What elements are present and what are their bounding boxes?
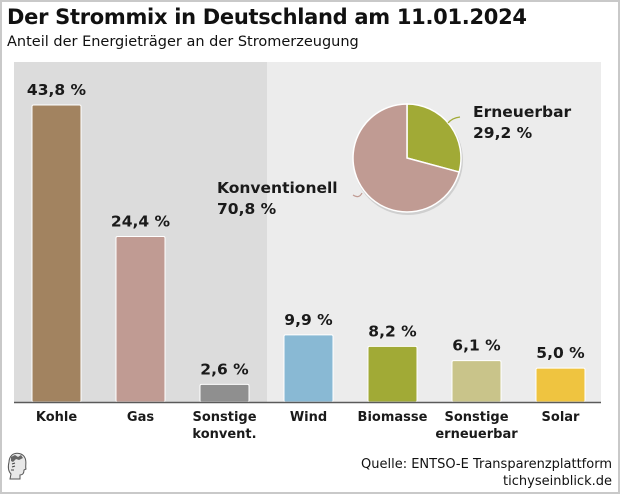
pie-label-name: Konventionell: [217, 179, 338, 197]
bar-value-label: 5,0 %: [536, 344, 585, 362]
bar-biomasse: [367, 345, 418, 403]
pie-leader-konventionell: [352, 192, 363, 198]
bar-value-label: 43,8 %: [27, 81, 87, 99]
bar-kohle: [31, 104, 82, 403]
category-label: Wind: [290, 410, 327, 425]
bar-gas: [115, 236, 166, 403]
category-label: erneuerbar: [435, 427, 518, 442]
logo-head-icon: [7, 452, 27, 480]
pie-label-value: 29,2 %: [473, 124, 533, 142]
bar-value-label: 2,6 %: [200, 360, 249, 378]
chart-title: Der Strommix in Deutschland am 11.01.202…: [7, 5, 527, 29]
bar-wind: [283, 334, 334, 403]
pie-label-name: Erneuerbar: [473, 103, 572, 121]
pie-slice-konventionell: [352, 103, 461, 213]
category-label: Solar: [542, 410, 581, 425]
category-label: Biomasse: [358, 410, 428, 425]
category-label: konvent.: [192, 427, 256, 442]
category-label: Sonstige: [192, 410, 256, 425]
pie-slice-erneuerbar: [406, 103, 462, 174]
bar-value-label: 24,4 %: [111, 213, 171, 231]
category-label: Gas: [127, 410, 154, 425]
category-label: Sonstige: [444, 410, 508, 425]
pie-leader-erneuerbar: [447, 116, 461, 124]
bar-sonstige-konvent-: [199, 383, 250, 403]
bar-value-label: 6,1 %: [452, 337, 501, 355]
bar-value-label: 8,2 %: [368, 322, 417, 340]
source-text: Quelle: ENTSO-E Transparenzplattform: [361, 457, 612, 472]
category-label: Kohle: [36, 410, 77, 425]
pie-label-value: 70,8 %: [217, 200, 277, 218]
bar-value-label: 9,9 %: [284, 311, 333, 329]
bar-sonstige-erneuerbar: [451, 360, 502, 403]
site-text: tichyseinblick.de: [503, 474, 612, 489]
chart-subtitle: Anteil der Energieträger an der Stromerz…: [7, 34, 359, 50]
bar-solar: [535, 367, 586, 403]
